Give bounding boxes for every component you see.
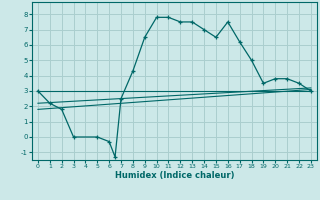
X-axis label: Humidex (Indice chaleur): Humidex (Indice chaleur) (115, 171, 234, 180)
